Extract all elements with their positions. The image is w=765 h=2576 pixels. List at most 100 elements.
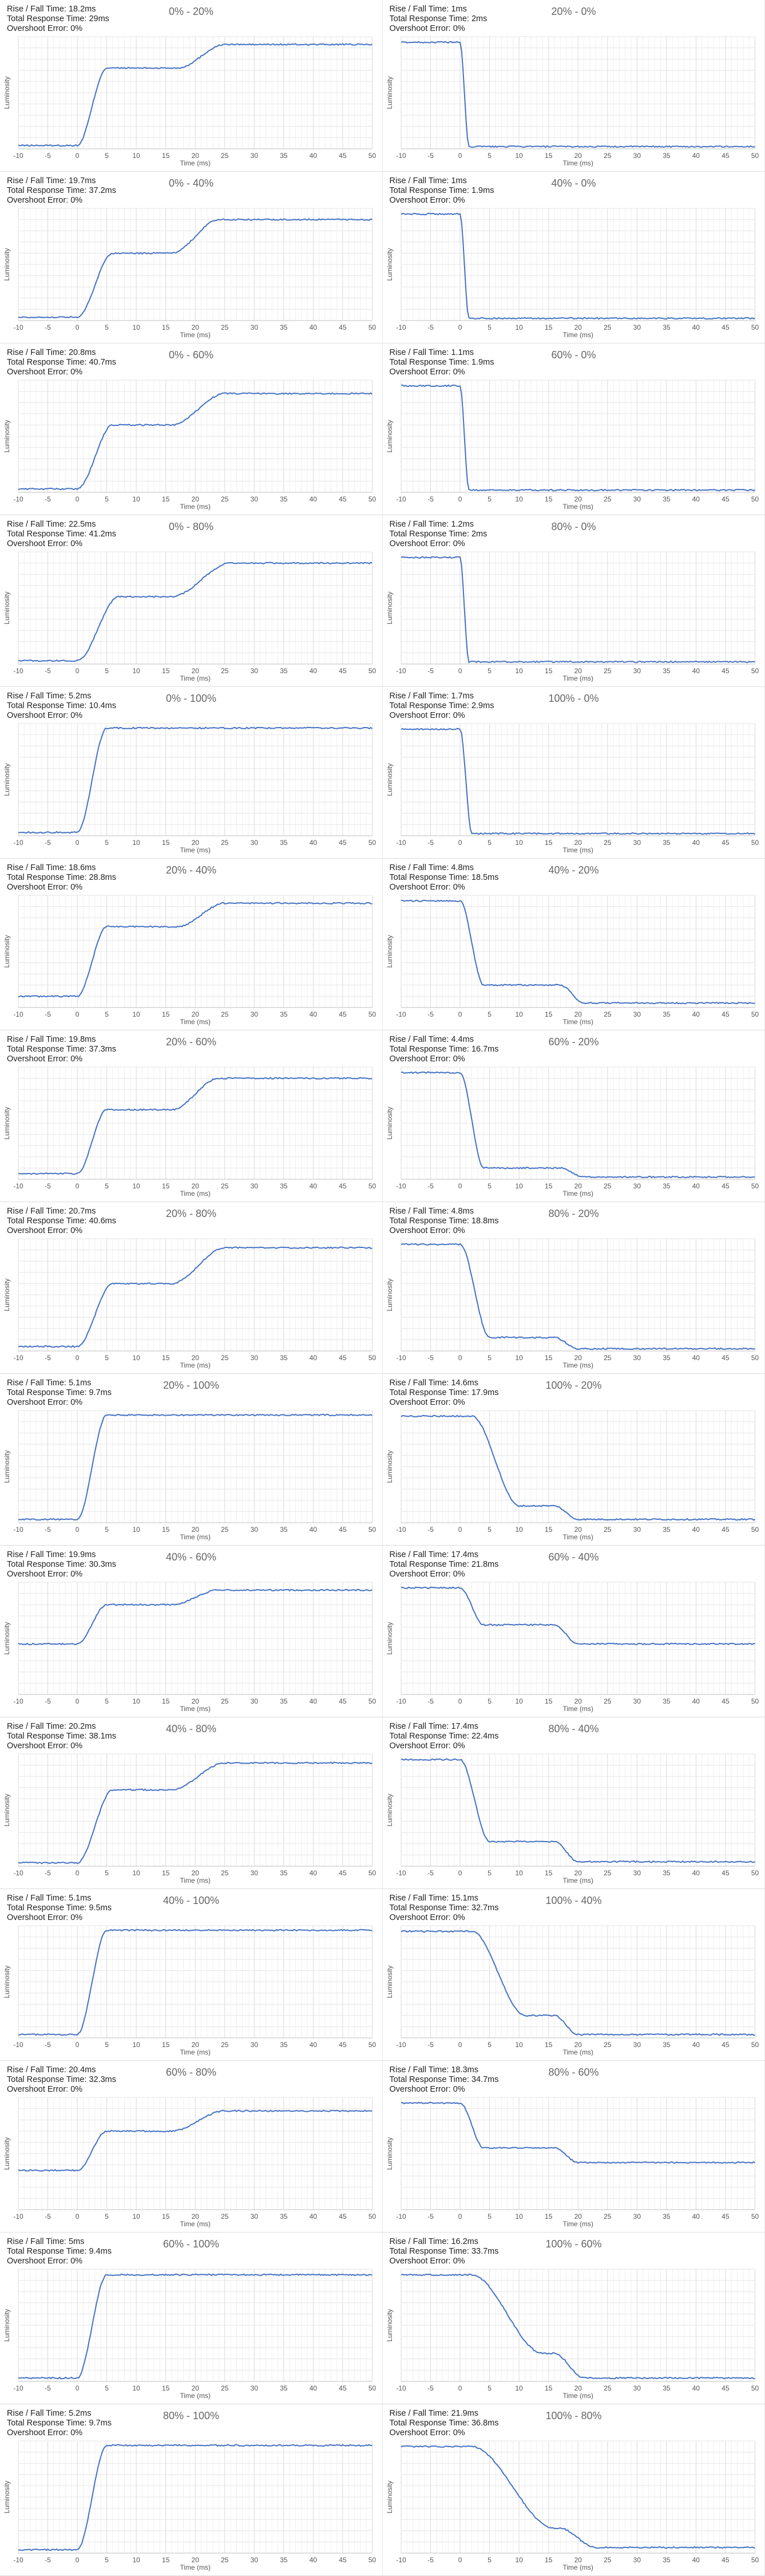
x-tick-label: -10 xyxy=(396,2556,406,2564)
x-tick-label: 35 xyxy=(663,2384,671,2392)
x-tick-label: -5 xyxy=(427,2212,434,2221)
x-tick-label: 45 xyxy=(722,1869,730,1877)
y-axis-label: Luminosity xyxy=(386,76,394,109)
x-tick-label: 15 xyxy=(545,1354,553,1362)
x-tick-label: 20 xyxy=(192,2041,200,2049)
x-axis-label: Time (ms) xyxy=(562,1018,593,1026)
x-tick-label: -10 xyxy=(396,2212,406,2221)
x-tick-label: 50 xyxy=(368,1526,376,1534)
response-stats: Rise / Fall Time: 5ms Total Response Time… xyxy=(7,2237,112,2266)
x-tick-label: 5 xyxy=(105,1526,109,1534)
x-tick-label: 25 xyxy=(604,839,612,847)
x-tick-label: 0 xyxy=(458,1697,462,1705)
x-tick-label: 35 xyxy=(663,2041,671,2049)
x-tick-label: 5 xyxy=(105,323,109,331)
x-tick-label: 20 xyxy=(192,667,200,675)
x-tick-label: 35 xyxy=(280,1182,288,1190)
response-chart-panel: Rise / Fall Time: 5.1ms Total Response Ti… xyxy=(0,1889,383,2061)
x-tick-label: 25 xyxy=(221,1526,229,1534)
x-tick-label: -5 xyxy=(427,323,434,331)
rise-fall-time-text: Rise / Fall Time: 5.1ms xyxy=(7,1378,92,1388)
x-tick-label: 25 xyxy=(221,1869,229,1877)
line-chart: -10 -5 0 5 10 15 20 25 30 35 40 45 50 Time (ms) Lumino… xyxy=(3,36,376,167)
y-axis-label: Luminosity xyxy=(3,1278,11,1311)
x-tick-label: 50 xyxy=(751,2384,759,2392)
total-response-time-text: Total Response Time: 41.2ms xyxy=(7,530,117,539)
x-axis-label: Time (ms) xyxy=(562,1533,593,1541)
x-tick-label: 10 xyxy=(132,1869,140,1877)
line-chart: -10 -5 0 5 10 15 20 25 30 35 40 45 50 Time (ms) Lumino… xyxy=(386,1582,759,1713)
series-line xyxy=(18,2109,372,2172)
x-tick-label: 0 xyxy=(458,2212,462,2221)
line-chart: -10 -5 0 5 10 15 20 25 30 35 40 45 50 Time (ms) Lumino… xyxy=(386,723,759,854)
x-tick-label: 15 xyxy=(162,2384,170,2392)
x-tick-label: 45 xyxy=(339,2041,347,2049)
x-tick-label: 50 xyxy=(751,1182,759,1190)
overshoot-error-text: Overshoot Error: 0% xyxy=(7,1741,83,1751)
y-axis-label: Luminosity xyxy=(386,248,394,280)
x-tick-label: -5 xyxy=(427,152,434,160)
chart-title: 60% - 80% xyxy=(166,2067,217,2078)
total-response-time-text: Total Response Time: 29ms xyxy=(7,14,109,23)
x-tick-label: 30 xyxy=(251,2384,259,2392)
x-tick-label: -10 xyxy=(13,667,23,675)
overshoot-error-text: Overshoot Error: 0% xyxy=(7,2257,83,2266)
x-tick-label: 50 xyxy=(751,839,759,847)
x-tick-label: 45 xyxy=(722,495,730,503)
x-tick-label: 45 xyxy=(722,1526,730,1534)
x-tick-label: 10 xyxy=(515,1182,523,1190)
x-tick-label: -10 xyxy=(396,2041,406,2049)
x-tick-label: 30 xyxy=(251,2556,259,2564)
x-tick-label: 30 xyxy=(633,1697,641,1705)
x-tick-label: 35 xyxy=(280,323,288,331)
x-tick-label: 40 xyxy=(692,2384,700,2392)
x-axis-label: Time (ms) xyxy=(562,2220,593,2228)
line-chart: -10 -5 0 5 10 15 20 25 30 35 40 45 50 Time (ms) Lumino… xyxy=(3,1238,376,1369)
x-tick-label: 20 xyxy=(192,2556,200,2564)
x-tick-label: 50 xyxy=(751,495,759,503)
x-tick-label: 20 xyxy=(574,1182,582,1190)
x-tick-label: 10 xyxy=(132,1697,140,1705)
chart-title: 40% - 20% xyxy=(548,864,599,876)
x-axis-label: Time (ms) xyxy=(180,1190,211,1198)
x-tick-label: 20 xyxy=(574,667,582,675)
line-chart: -10 -5 0 5 10 15 20 25 30 35 40 45 50 Time (ms) Lumino… xyxy=(3,1753,376,1884)
line-chart: -10 -5 0 5 10 15 20 25 30 35 40 45 50 Time (ms) Lumino… xyxy=(386,1410,759,1541)
x-tick-label: 20 xyxy=(192,152,200,160)
x-tick-label: 40 xyxy=(310,495,318,503)
series-line xyxy=(401,1071,755,1179)
x-tick-label: 30 xyxy=(633,152,641,160)
series-line xyxy=(401,1243,755,1350)
response-chart-panel: Rise / Fall Time: 1ms Total Response Time… xyxy=(382,0,765,172)
x-tick-label: 30 xyxy=(633,323,641,331)
x-tick-label: -10 xyxy=(13,323,23,331)
x-tick-label: 25 xyxy=(604,1182,612,1190)
x-axis-label: Time (ms) xyxy=(180,159,211,167)
rise-fall-time-text: Rise / Fall Time: 1ms xyxy=(389,176,467,185)
x-tick-label: 35 xyxy=(663,495,671,503)
overshoot-error-text: Overshoot Error: 0% xyxy=(7,2428,83,2437)
x-tick-label: 5 xyxy=(105,2384,109,2392)
response-stats: Rise / Fall Time: 5.2ms Total Response Ti… xyxy=(7,692,116,721)
response-chart-panel: Rise / Fall Time: 1.2ms Total Response Ti… xyxy=(382,515,765,687)
response-stats: Rise / Fall Time: 1.7ms Total Response Ti… xyxy=(390,692,494,721)
x-tick-label: 20 xyxy=(574,1354,582,1362)
total-response-time-text: Total Response Time: 30.3ms xyxy=(7,1560,117,1569)
x-tick-label: 25 xyxy=(221,152,229,160)
x-tick-label: 0 xyxy=(458,1182,462,1190)
x-axis-label: Time (ms) xyxy=(562,1705,593,1713)
x-axis-label: Time (ms) xyxy=(180,1018,211,1026)
x-tick-label: 30 xyxy=(251,839,259,847)
overshoot-error-text: Overshoot Error: 0% xyxy=(7,1398,83,1407)
x-tick-label: 10 xyxy=(515,1869,523,1877)
response-chart-panel: Rise / Fall Time: 5.2ms Total Response Ti… xyxy=(0,2404,383,2576)
rise-fall-time-text: Rise / Fall Time: 19.9ms xyxy=(7,1550,96,1559)
chart-title: 40% - 100% xyxy=(163,1895,220,1906)
response-stats: Rise / Fall Time: 1ms Total Response Time… xyxy=(390,5,487,34)
x-tick-label: -5 xyxy=(427,2556,434,2564)
x-tick-label: 0 xyxy=(76,2041,80,2049)
x-tick-label: 45 xyxy=(339,1354,347,1362)
x-tick-label: 25 xyxy=(604,1354,612,1362)
response-chart-panel: Rise / Fall Time: 17.4ms Total Response T… xyxy=(382,1546,765,1717)
x-tick-label: 30 xyxy=(251,1354,259,1362)
